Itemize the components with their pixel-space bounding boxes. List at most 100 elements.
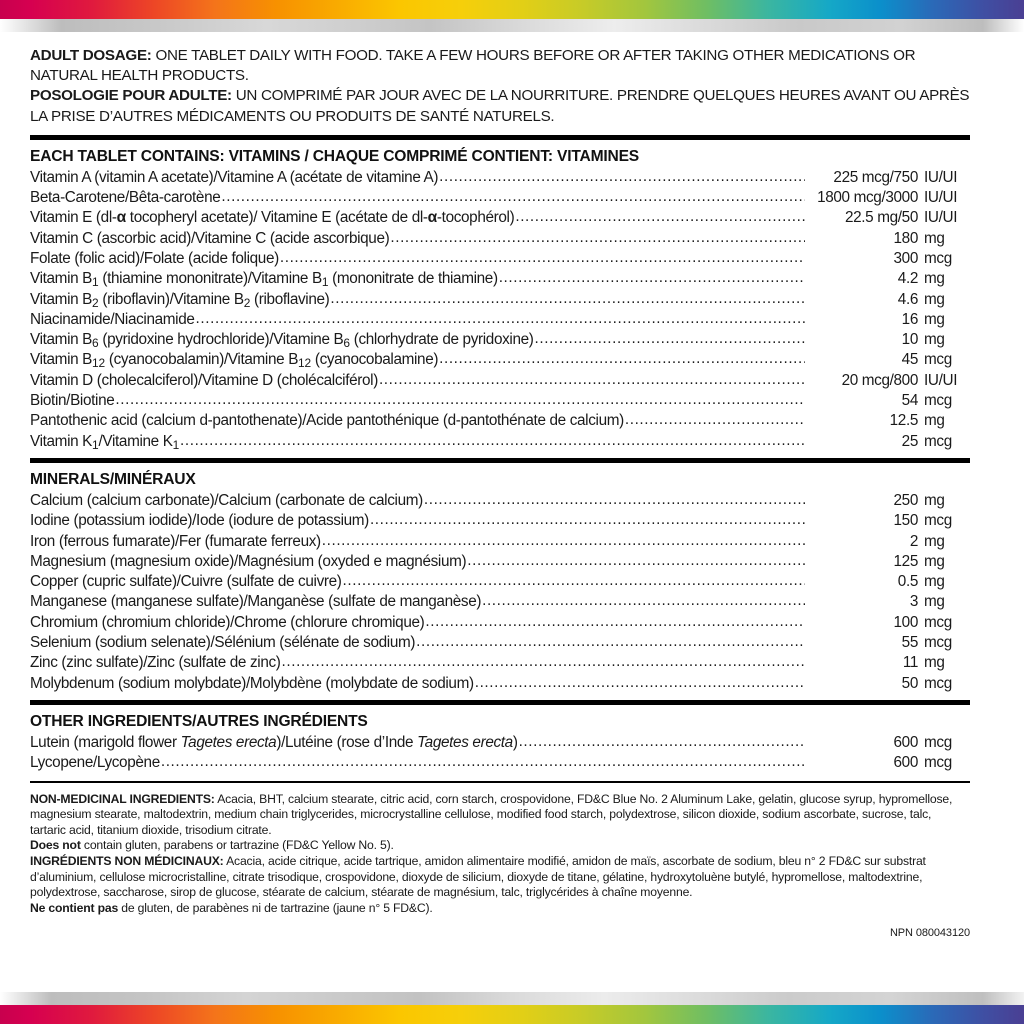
- nutrient-row: Lycopene/Lycopène.......................…: [30, 753, 970, 773]
- nutrient-row: Zinc (zinc sulfate)/Zinc (sulfate de zin…: [30, 653, 970, 673]
- nutrient-name: Lutein (marigold flower Tagetes erecta)/…: [30, 733, 518, 751]
- leader-dots: ........................................…: [195, 309, 805, 327]
- free-from-en: Does not contain gluten, parabens or tar…: [30, 838, 970, 854]
- nutrient-amount: 22.5 mg/50: [844, 209, 918, 227]
- leader-dots: ........................................…: [369, 511, 805, 529]
- bottom-silver-gradient-bar: [0, 992, 1024, 1005]
- nutrient-row: Chromium (chromium chloride)/Chrome (chl…: [30, 613, 970, 633]
- bottom-rainbow-gradient-bar: [0, 1005, 1024, 1024]
- leader-dots: ........................................…: [281, 653, 805, 671]
- other-ingredients-list: Lutein (marigold flower Tagetes erecta)/…: [30, 733, 970, 774]
- nutrient-amount: 4.2: [897, 270, 919, 288]
- nutrient-unit: mg: [924, 532, 945, 550]
- nutrient-name: Vitamin B6 (pyridoxine hydrochloride)/Vi…: [30, 331, 534, 351]
- nutrient-amount: 50: [901, 674, 919, 692]
- nutrient-unit: IU/UI: [924, 371, 958, 389]
- nutrient-row: Biotin/Biotine..........................…: [30, 391, 970, 411]
- nutrient-unit: mcg: [924, 754, 952, 772]
- nutrient-unit: mg: [924, 654, 945, 672]
- nutrient-name: Manganese (manganese sulfate)/Manganèse …: [30, 593, 482, 611]
- leader-dots: ........................................…: [498, 269, 805, 287]
- nutrient-row: Manganese (manganese sulfate)/Manganèse …: [30, 592, 970, 612]
- nutrient-amount: 300: [893, 250, 919, 267]
- nutrient-name: Vitamin D (cholecalciferol)/Vitamine D (…: [30, 371, 378, 389]
- adult-dosage-fr-label: POSOLOGIE POUR ADULTE:: [30, 87, 232, 105]
- nutrient-unit: mg: [924, 412, 945, 430]
- nutrient-row: Vitamin A (vitamin A acetate)/Vitamine A…: [30, 168, 970, 188]
- nutrient-unit: mcg: [924, 613, 952, 631]
- nutrient-name: Chromium (chromium chloride)/Chrome (chl…: [30, 613, 425, 631]
- non-medicinal-fr-label: INGRÉDIENTS NON MÉDICINAUX:: [30, 853, 224, 868]
- nutrient-amount: 250: [893, 491, 919, 509]
- nutrient-name: Niacinamide/Niacinamide: [30, 310, 195, 328]
- nutrient-amount: 150: [893, 512, 919, 530]
- other-ingredients-heading: OTHER INGREDIENTS/AUTRES INGRÉDIENTS: [30, 712, 368, 730]
- nutrient-name: Zinc (zinc sulfate)/Zinc (sulfate de zin…: [30, 654, 281, 672]
- nutrient-name: Folate (folic acid)/Folate (acide foliqu…: [30, 250, 279, 267]
- nutrient-row: Iodine (potassium iodide)/Iode (iodure d…: [30, 511, 970, 531]
- nutrient-name: Lycopene/Lycopène: [30, 754, 160, 772]
- leader-dots: ........................................…: [518, 732, 805, 750]
- leader-dots: ........................................…: [160, 753, 805, 771]
- nutrient-unit: mcg: [924, 674, 952, 692]
- nutrient-amount: 10: [901, 331, 919, 349]
- nutrient-row: Vitamin K1/Vitamine K1..................…: [30, 432, 970, 452]
- nutrient-unit: mcg: [924, 351, 952, 369]
- non-medicinal-fr: INGRÉDIENTS NON MÉDICINAUX: Acacia, acid…: [30, 854, 970, 901]
- nutrient-amount: 180: [893, 229, 919, 247]
- nutrient-name: Molybdenum (sodium molybdate)/Molybdène …: [30, 674, 474, 692]
- nutrient-unit: mg: [924, 331, 945, 349]
- nutrient-unit: mg: [924, 270, 945, 288]
- leader-dots: ........................................…: [330, 289, 805, 307]
- nutrient-name: Vitamin B12 (cyanocobalamin)/Vitamine B1…: [30, 351, 439, 371]
- adult-dosage-fr-text: UN COMPRIMÉ PAR JOUR AVEC DE LA NOURRITU…: [30, 87, 970, 125]
- leader-dots: ........................................…: [474, 673, 805, 691]
- leader-dots: ........................................…: [467, 551, 805, 569]
- dosage-block: ADULT DOSAGE: ONE TABLET DAILY WITH FOOD…: [30, 46, 970, 127]
- nutrient-row: Folate (folic acid)/Folate (acide foliqu…: [30, 249, 970, 269]
- nutrient-name: Vitamin A (vitamin A acetate)/Vitamine A…: [30, 168, 439, 186]
- nutrient-name: Beta-Carotene/Bêta-carotène: [30, 189, 221, 207]
- nutrient-row: Molybdenum (sodium molybdate)/Molybdène …: [30, 674, 970, 694]
- nutrient-amount: 125: [893, 552, 919, 570]
- nutrient-unit: mcg: [924, 392, 952, 410]
- nutrient-amount: 4.6: [897, 290, 919, 308]
- nutrient-unit: IU/UI: [924, 209, 958, 227]
- nutrient-unit: mg: [924, 573, 945, 591]
- nutrient-name: Vitamin E (dl-α tocopheryl acetate)/ Vit…: [30, 209, 515, 227]
- nutrient-unit: mg: [924, 552, 945, 570]
- nutrient-amount: 1800 mcg/3000: [817, 189, 918, 207]
- nutrient-amount: 600: [893, 733, 919, 751]
- leader-dots: ........................................…: [342, 572, 805, 590]
- nutrient-name: Vitamin C (ascorbic acid)/Vitamine C (ac…: [30, 229, 390, 247]
- nutrient-unit: mcg: [924, 733, 952, 751]
- nutrient-amount: 3: [909, 593, 919, 611]
- divider-rule-2: [30, 457, 970, 463]
- nutrient-amount: 0.5: [897, 573, 919, 591]
- leader-dots: ........................................…: [482, 592, 805, 610]
- free-from-fr: Ne contient pas de gluten, de parabènes …: [30, 901, 970, 917]
- nutrient-amount: 11: [902, 654, 919, 672]
- nutrient-amount: 2: [909, 532, 919, 550]
- top-rainbow-gradient-bar: [0, 0, 1024, 19]
- nutrient-row: Iron (ferrous fumarate)/Fer (fumarate fe…: [30, 532, 970, 552]
- leader-dots: ........................................…: [534, 330, 805, 348]
- nutrient-row: Vitamin E (dl-α tocopheryl acetate)/ Vit…: [30, 208, 970, 228]
- nutrient-unit: mg: [924, 491, 945, 509]
- leader-dots: ........................................…: [279, 249, 805, 266]
- nutrient-row: Vitamin B2 (riboflavin)/Vitamine B2 (rib…: [30, 290, 970, 310]
- nutrient-name: Iodine (potassium iodide)/Iode (iodure d…: [30, 512, 369, 530]
- nutrient-name: Iron (ferrous fumarate)/Fer (fumarate fe…: [30, 532, 321, 550]
- nutrient-amount: 45: [901, 351, 919, 369]
- nutrient-unit: IU/UI: [924, 189, 958, 207]
- minerals-heading: MINERALS/MINÉRAUX: [30, 470, 196, 488]
- divider-rule-3: [30, 699, 970, 705]
- nutrient-row: Beta-Carotene/Bêta-carotène.............…: [30, 188, 970, 208]
- leader-dots: ........................................…: [180, 431, 805, 449]
- nutrient-name: Magnesium (magnesium oxide)/Magnésium (o…: [30, 552, 467, 570]
- leader-dots: ........................................…: [515, 208, 805, 226]
- nutrient-name: Vitamin B2 (riboflavin)/Vitamine B2 (rib…: [30, 290, 330, 310]
- nutrient-amount: 54: [901, 392, 919, 410]
- non-medicinal-en-label: NON-MEDICINAL INGREDIENTS:: [30, 791, 215, 806]
- nutrient-row: Copper (cupric sulfate)/Cuivre (sulfate …: [30, 572, 970, 592]
